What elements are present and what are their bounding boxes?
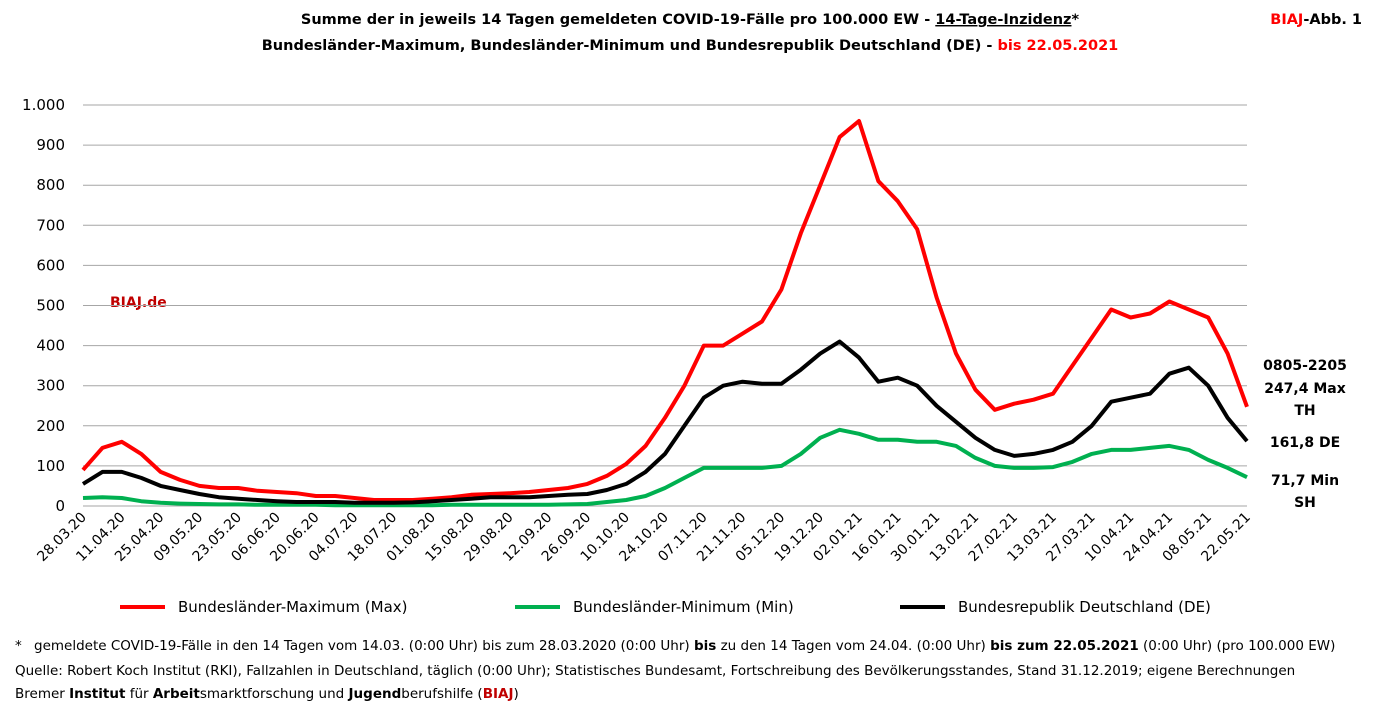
y-tick-label: 500 [36, 297, 65, 315]
footnote-part: smarktforschung und [200, 686, 349, 702]
annotation: TH [1294, 403, 1315, 419]
footnote-part: gemeldete COVID-19-Fälle in den 14 Tagen… [34, 638, 694, 654]
title-part: Summe der in jeweils 14 Tagen gemeldeten… [301, 12, 935, 28]
subtitle-part: Bundesländer-Maximum, Bundesländer-Minim… [262, 38, 998, 54]
footnote-part: berufshilfe ( [401, 686, 482, 702]
footnote-part: Arbeit [153, 686, 201, 702]
series-line [82, 427, 1248, 508]
watermark: BIAJ.de [110, 295, 167, 311]
footnote-part: bis [694, 638, 716, 654]
y-tick-label: 900 [36, 136, 65, 154]
chart-subtitle: Bundesländer-Maximum, Bundesländer-Minim… [262, 38, 1119, 54]
figure-label: BIAJ-Abb. 1 [1270, 12, 1362, 28]
title-part: 14-Tage-Inzidenz [935, 12, 1071, 28]
series-line [81, 119, 1249, 502]
y-tick-label: 700 [36, 216, 65, 234]
y-tick-label: 100 [36, 457, 65, 475]
footnote-part: Jugend [348, 686, 402, 702]
title-part: * [1072, 12, 1080, 28]
y-tick-label: 400 [36, 337, 65, 355]
footnote-part: * [15, 638, 22, 654]
annotation: 71,7 Min [1271, 473, 1339, 489]
footnote-part: zu den 14 Tagen vom 24.04. (0:00 Uhr) [716, 638, 990, 654]
annotation: 247,4 Max [1264, 381, 1346, 397]
annotation: 161,8 DE [1270, 435, 1340, 451]
y-tick-label: 200 [36, 417, 65, 435]
footnote-part: ) [514, 686, 519, 702]
footnote-part: bis zum 22.05.2021 [990, 638, 1139, 654]
footnote-part: Institut [69, 686, 126, 702]
annotation: 0805-2205 [1263, 358, 1347, 374]
footnote-part: (0:00 Uhr) (pro 100.000 EW) [1139, 638, 1336, 654]
y-tick-label: 600 [36, 256, 65, 274]
footnote-part: für [125, 686, 152, 702]
annotation: SH [1294, 495, 1316, 511]
figure-label-part: -Abb. 1 [1303, 12, 1362, 28]
legend-label: Bundesländer-Maximum (Max) [178, 598, 408, 616]
series-line [81, 339, 1249, 505]
subtitle-part: bis 22.05.2021 [997, 38, 1118, 54]
footnote-part: Quelle: Robert Koch Institut (RKI), Fall… [15, 663, 1295, 679]
footnote: Bremer Institut für Arbeitsmarktforschun… [15, 686, 519, 702]
footnote-part: Bremer [15, 686, 69, 702]
y-tick-label: 1.000 [22, 96, 65, 114]
legend-label: Bundesländer-Minimum (Min) [573, 598, 794, 616]
legend-label: Bundesrepublik Deutschland (DE) [958, 598, 1211, 616]
figure-label-part: BIAJ [1270, 12, 1303, 28]
footnote-part: BIAJ [483, 686, 514, 702]
footnote: * gemeldete COVID-19-Fälle in den 14 Tage… [15, 638, 1335, 654]
footnote: Quelle: Robert Koch Institut (RKI), Fall… [15, 663, 1295, 679]
y-tick-label: 0 [55, 497, 65, 515]
y-tick-label: 800 [36, 176, 65, 194]
y-tick-label: 300 [36, 377, 65, 395]
chart-title: Summe der in jeweils 14 Tagen gemeldeten… [301, 12, 1080, 28]
